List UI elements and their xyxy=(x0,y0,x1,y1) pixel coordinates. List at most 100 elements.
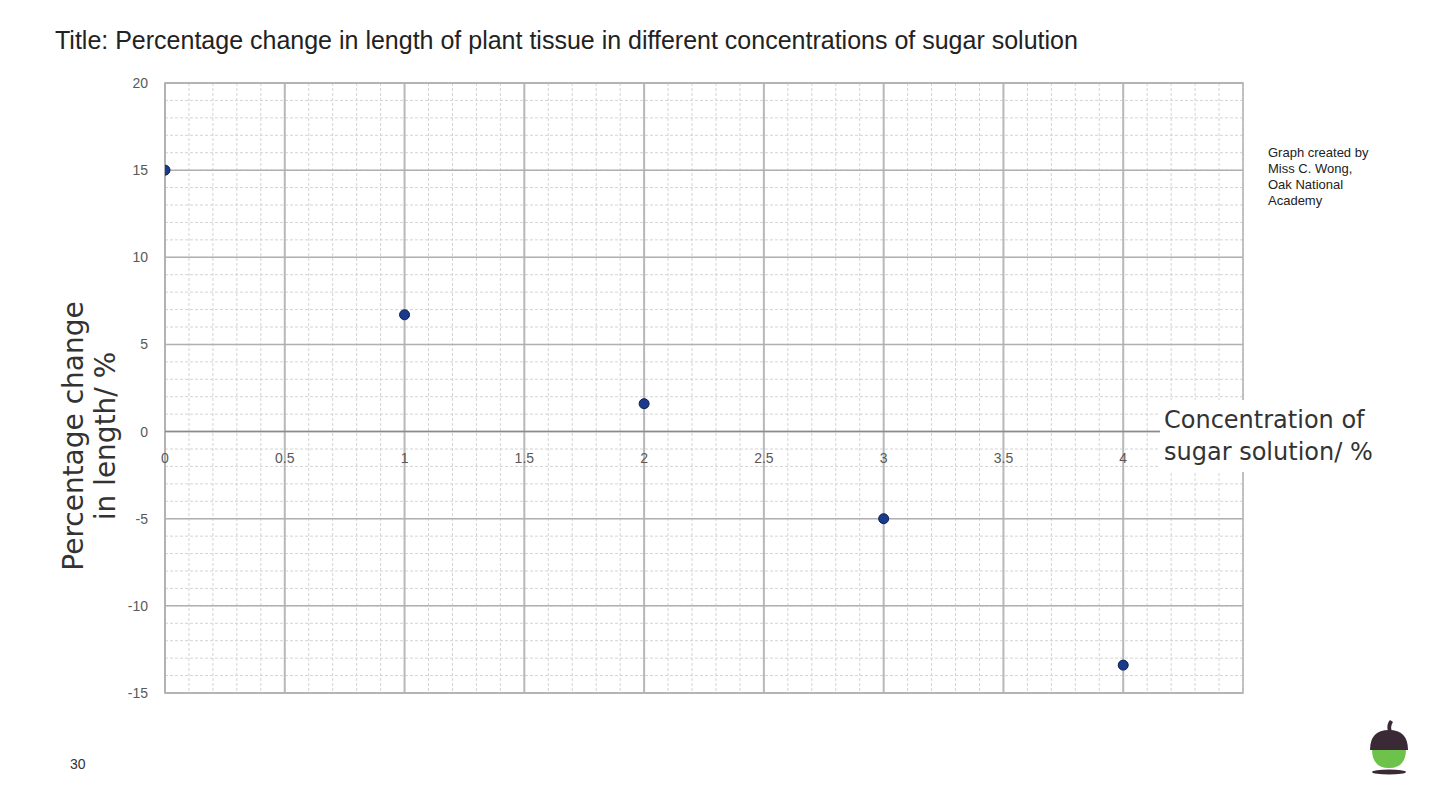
minor-grid-line xyxy=(165,222,1243,223)
y-tick-label: -5 xyxy=(136,511,149,527)
minor-grid-line xyxy=(165,379,1243,380)
point xyxy=(400,310,410,320)
grid-line xyxy=(643,83,645,693)
y-tick-label: 15 xyxy=(132,162,148,178)
y-tick-label: 0 xyxy=(140,424,148,440)
grid-line xyxy=(165,344,1243,346)
minor-grid-line xyxy=(1099,83,1100,693)
minor-grid-line xyxy=(165,553,1243,554)
minor-grid-line xyxy=(883,83,884,693)
minor-grid-line xyxy=(165,205,1243,206)
minor-grid-line xyxy=(692,83,693,693)
minor-grid-line xyxy=(835,83,836,693)
y-tick-label: 5 xyxy=(140,336,148,352)
minor-grid-line xyxy=(165,640,1243,641)
minor-grid-line xyxy=(1123,83,1124,693)
minor-grid-line xyxy=(548,83,549,693)
page-number: 30 xyxy=(70,756,86,772)
minor-grid-line xyxy=(165,431,1243,432)
minor-grid-line xyxy=(165,361,1243,362)
y-tick-label: 10 xyxy=(132,249,148,265)
grid-line xyxy=(165,169,1243,171)
logo-shadow xyxy=(1372,770,1406,775)
x-axis-label: Concentration of sugar solution/ % xyxy=(1160,400,1414,472)
grid-line xyxy=(284,83,286,693)
minor-grid-line xyxy=(165,466,1243,467)
minor-grid-line xyxy=(500,83,501,693)
grid-line xyxy=(883,83,885,693)
minor-grid-line xyxy=(1219,83,1220,693)
minor-grid-line xyxy=(907,83,908,693)
minor-grid-line xyxy=(165,292,1243,293)
minor-grid-line xyxy=(165,239,1243,240)
grid-line xyxy=(165,431,1243,433)
grid-line xyxy=(165,257,1243,259)
grid-line xyxy=(165,518,1243,520)
minor-grid-line xyxy=(165,588,1243,589)
minor-grid-line xyxy=(165,518,1243,519)
minor-grid-line xyxy=(165,605,1243,606)
minor-grid-line xyxy=(165,309,1243,310)
minor-grid-line xyxy=(165,100,1243,101)
minor-grid-line xyxy=(452,83,453,693)
minor-grid-line xyxy=(572,83,573,693)
minor-grid-line xyxy=(715,83,716,693)
minor-grid-line xyxy=(620,83,621,693)
minor-grid-line xyxy=(1027,83,1028,693)
points xyxy=(165,165,1128,670)
grid xyxy=(165,83,1243,693)
minor-grid-line xyxy=(787,83,788,693)
minor-grid-line xyxy=(236,83,237,693)
x-tick-label: 3 xyxy=(880,450,888,466)
point xyxy=(1118,660,1128,670)
minor-grid-line xyxy=(1075,83,1076,693)
x-tick-label: 1 xyxy=(401,450,409,466)
minor-grid-line xyxy=(165,274,1243,275)
minor-grid-line xyxy=(165,344,1243,345)
minor-grid-line xyxy=(763,83,764,693)
logo-cap xyxy=(1370,730,1408,750)
credit-note: Graph created by Miss C. Wong, Oak Natio… xyxy=(1268,145,1378,209)
minor-grid-line xyxy=(212,83,213,693)
grid-line xyxy=(1002,83,1004,693)
tick-labels: 00.511.522.533.54-15-10-505101520 xyxy=(128,75,1128,701)
minor-grid-line xyxy=(739,83,740,693)
grid-line xyxy=(404,83,406,693)
x-tick-label: 2 xyxy=(640,450,648,466)
minor-grid-line xyxy=(1171,83,1172,693)
minor-grid-line xyxy=(955,83,956,693)
minor-grid-line xyxy=(165,483,1243,484)
minor-grid-line xyxy=(356,83,357,693)
logo-stem xyxy=(1387,720,1393,732)
point xyxy=(879,514,889,524)
minor-grid-line xyxy=(308,83,309,693)
minor-grid-line xyxy=(476,83,477,693)
x-tick-label: 4 xyxy=(1119,450,1127,466)
x-tick-label: 0 xyxy=(161,450,169,466)
minor-grid-line xyxy=(1051,83,1052,693)
minor-grid-line xyxy=(165,571,1243,572)
minor-grid-line xyxy=(188,83,189,693)
minor-grid-line xyxy=(165,117,1243,118)
y-tick-label: -10 xyxy=(128,598,148,614)
minor-grid-line xyxy=(165,170,1243,171)
minor-grid-line xyxy=(165,623,1243,624)
minor-grid-line xyxy=(165,658,1243,659)
minor-grid-line xyxy=(380,83,381,693)
y-tick-label: -15 xyxy=(128,685,148,701)
x-tick-label: 3.5 xyxy=(994,450,1014,466)
x-tick-label: 0.5 xyxy=(275,450,295,466)
minor-grid-line xyxy=(644,83,645,693)
logo xyxy=(1370,720,1408,775)
minor-grid-line xyxy=(260,83,261,693)
minor-grid-line xyxy=(165,501,1243,502)
minor-grid-line xyxy=(596,83,597,693)
minor-grid-line xyxy=(165,396,1243,397)
minor-grid-line xyxy=(404,83,405,693)
minor-grid-line xyxy=(165,152,1243,153)
minor-grid-line xyxy=(524,83,525,693)
minor-grid-line xyxy=(165,327,1243,328)
minor-grid-line xyxy=(428,83,429,693)
minor-grid-line xyxy=(811,83,812,693)
grid-line xyxy=(523,83,525,693)
